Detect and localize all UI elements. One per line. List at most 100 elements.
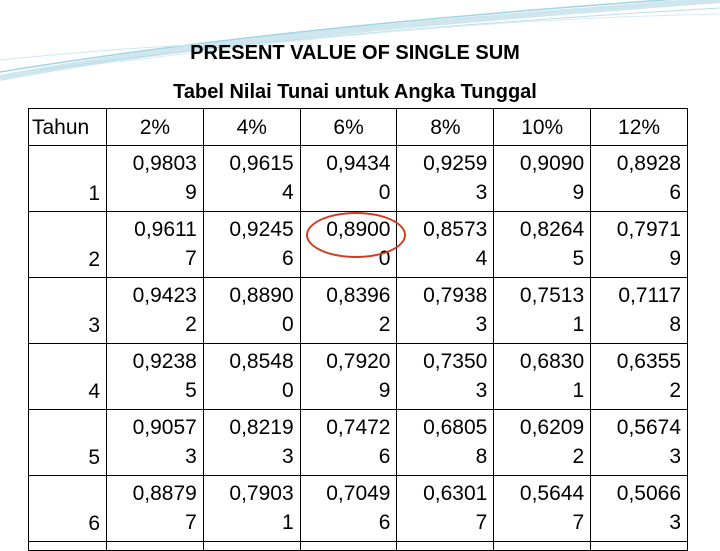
value-cell: 0,6301 7 — [396, 475, 495, 542]
value-line-1: 0,8573 — [423, 218, 488, 241]
value-line-2: 9 — [572, 181, 585, 204]
empty-cell — [202, 541, 301, 551]
value-line-2: 7 — [572, 511, 585, 534]
value-cell: 0,8548 0 — [202, 343, 301, 410]
value-cell: 0,8573 4 — [396, 211, 495, 278]
header-rate-10: 10% — [493, 108, 592, 146]
table-row: 1 0,9803 9 0,9615 4 0,9434 0 0,9259 3 0,9090 9 0,89… — [28, 145, 688, 212]
year-cell: 2 — [28, 211, 107, 278]
year-cell: 4 — [28, 343, 107, 410]
value-cell: 0,6830 1 — [493, 343, 592, 410]
value-line-2: 3 — [669, 445, 681, 468]
value-cell: 0,9245 6 — [202, 211, 301, 278]
value-line-2: 3 — [669, 511, 681, 534]
value-line-2: 5 — [185, 379, 197, 402]
value-line-2: 6 — [378, 511, 391, 534]
value-line-1: 0,7350 — [423, 350, 488, 373]
value-cell: 0,7513 1 — [493, 277, 592, 344]
empty-cell — [493, 541, 592, 551]
value-line-1: 0,8264 — [519, 218, 585, 241]
value-line-2: 8 — [669, 313, 681, 336]
value-line-1: 0,9057 — [132, 416, 197, 439]
value-line-1: 0,7920 — [326, 350, 391, 373]
value-line-2: 9 — [669, 247, 681, 270]
value-cell: 0,5674 3 — [590, 409, 688, 476]
value-line-1: 0,7513 — [519, 284, 585, 307]
value-cell: 0,9434 0 — [299, 145, 398, 212]
empty-cell — [396, 541, 495, 551]
value-cell: 0,9423 2 — [106, 277, 204, 344]
value-line-1: 0,6301 — [423, 482, 488, 505]
value-line-2: 4 — [281, 181, 294, 204]
value-cell: 0,7117 8 — [590, 277, 688, 344]
value-line-2: 1 — [572, 313, 585, 336]
value-cell: 0,7350 3 — [396, 343, 495, 410]
value-line-2: 6 — [669, 181, 681, 204]
value-cell: 0,8264 5 — [493, 211, 592, 278]
value-cell: 0,7049 6 — [299, 475, 398, 542]
year-cell: 5 — [28, 409, 107, 476]
value-cell: 0,8396 2 — [299, 277, 398, 344]
value-line-1: 0,9615 — [229, 152, 294, 175]
value-line-1: 0,7472 — [326, 416, 391, 439]
value-line-1: 0,7903 — [229, 482, 294, 505]
year-cell: 6 — [28, 475, 107, 542]
value-line-2: 1 — [572, 379, 585, 402]
value-cell: 0,9615 4 — [202, 145, 301, 212]
value-line-2: 2 — [572, 445, 585, 468]
value-cell: 0,7920 9 — [299, 343, 398, 410]
empty-cell — [106, 541, 204, 551]
value-cell: 0,6805 8 — [396, 409, 495, 476]
header-rate-6: 6% — [299, 108, 398, 146]
value-cell: 0,8928 6 — [590, 145, 688, 212]
page-title: PRESENT VALUE OF SINGLE SUM — [190, 42, 520, 64]
value-line-2: 1 — [281, 511, 294, 534]
value-cell: 0,9259 3 — [396, 145, 495, 212]
table-row-cut-off — [28, 541, 688, 551]
value-line-1: 0,9803 — [132, 152, 197, 175]
empty-cell — [590, 541, 688, 551]
table-row: 4 0,9238 5 0,8548 0 0,7920 9 0,7350 3 0,6830 1 0,63… — [28, 343, 688, 410]
value-cell: 0,9238 5 — [106, 343, 204, 410]
value-line-2: 0 — [378, 247, 391, 270]
value-line-2: 8 — [475, 445, 488, 468]
value-line-1: 0,9423 — [132, 284, 197, 307]
value-line-2: 3 — [475, 313, 488, 336]
value-line-1: 0,6830 — [519, 350, 585, 373]
value-line-1: 0,8548 — [229, 350, 294, 373]
value-line-1: 0,8890 — [229, 284, 294, 307]
header-rate-12: 12% — [590, 108, 688, 146]
value-line-2: 0 — [281, 379, 294, 402]
table-row: 3 0,9423 2 0,8890 0 0,8396 2 0,7938 3 0,7513 1 0,71… — [28, 277, 688, 344]
value-cell: 0,5644 7 — [493, 475, 592, 542]
value-line-1: 0,8879 — [132, 482, 197, 505]
value-line-1: 0,9245 — [229, 218, 294, 241]
value-line-1: 0,9238 — [132, 350, 197, 373]
value-line-1: 0,8219 — [229, 416, 294, 439]
value-line-1: 0,8396 — [326, 284, 391, 307]
value-line-1: 0,7117 — [618, 284, 681, 307]
value-line-2: 3 — [185, 445, 197, 468]
highlight-circle — [306, 212, 406, 258]
value-line-2: 6 — [378, 445, 391, 468]
present-value-table: Tahun 2% 4% 6% 8% 10% 12% 1 0,9803 9 0,9615… — [28, 108, 688, 551]
value-line-2: 3 — [475, 379, 488, 402]
value-line-1: 0,7938 — [423, 284, 488, 307]
value-cell: 0,7938 3 — [396, 277, 495, 344]
value-cell: 0,8890 0 — [202, 277, 301, 344]
value-line-1: 0,6805 — [423, 416, 488, 439]
value-line-2: 4 — [475, 247, 488, 270]
header-rate-8: 8% — [396, 108, 495, 146]
empty-cell — [28, 541, 107, 551]
value-cell: 0,8879 7 — [106, 475, 204, 542]
value-line-1: 0,9259 — [423, 152, 488, 175]
value-cell: 0,5066 3 — [590, 475, 688, 542]
value-line-1: 0,9611 — [134, 218, 197, 241]
value-cell: 0,7472 6 — [299, 409, 398, 476]
value-line-2: 3 — [475, 181, 488, 204]
value-line-2: 7 — [185, 247, 197, 270]
value-cell: 0,9090 9 — [493, 145, 592, 212]
value-line-2: 0 — [281, 313, 294, 336]
value-line-2: 2 — [185, 313, 197, 336]
value-line-2: 9 — [185, 181, 197, 204]
